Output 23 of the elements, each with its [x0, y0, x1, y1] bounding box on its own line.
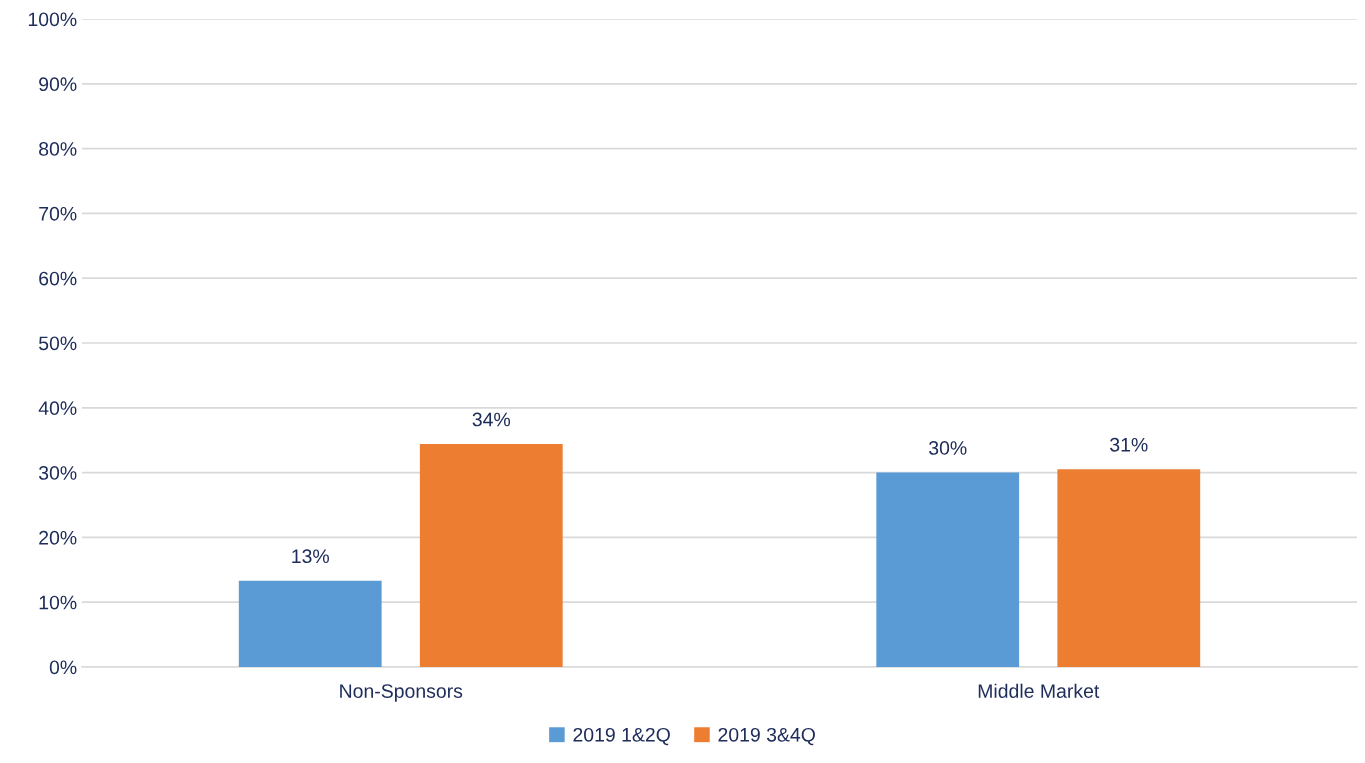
data-label: 34% — [472, 412, 511, 427]
legend-label: 2019 1&2Q — [573, 727, 670, 746]
y-tick-label: 0% — [49, 660, 77, 675]
y-tick-label: 40% — [38, 401, 77, 416]
bar — [238, 580, 382, 667]
y-tick-label: 60% — [39, 271, 77, 286]
y-tick-label: 20% — [39, 530, 77, 545]
data-label: 31% — [1110, 437, 1148, 452]
data-label: 13% — [292, 549, 329, 564]
x-tick-label: Non-Sponsors — [340, 684, 463, 702]
y-tick-label: 50% — [39, 336, 77, 351]
y-tick-label: 10% — [39, 595, 77, 610]
y-tick-label: 90% — [39, 77, 77, 92]
x-tick-label: Middle Market — [978, 683, 1100, 698]
y-tick-label: 30% — [38, 466, 77, 480]
bar — [419, 444, 563, 667]
bar — [1057, 469, 1201, 667]
data-label: 30% — [929, 441, 967, 455]
bar — [876, 472, 1020, 667]
y-tick-label: 80% — [39, 142, 77, 156]
legend-label: 2019 3&4Q — [718, 727, 815, 746]
y-tick-label: 70% — [39, 206, 77, 221]
y-tick-label: 100% — [28, 12, 77, 27]
